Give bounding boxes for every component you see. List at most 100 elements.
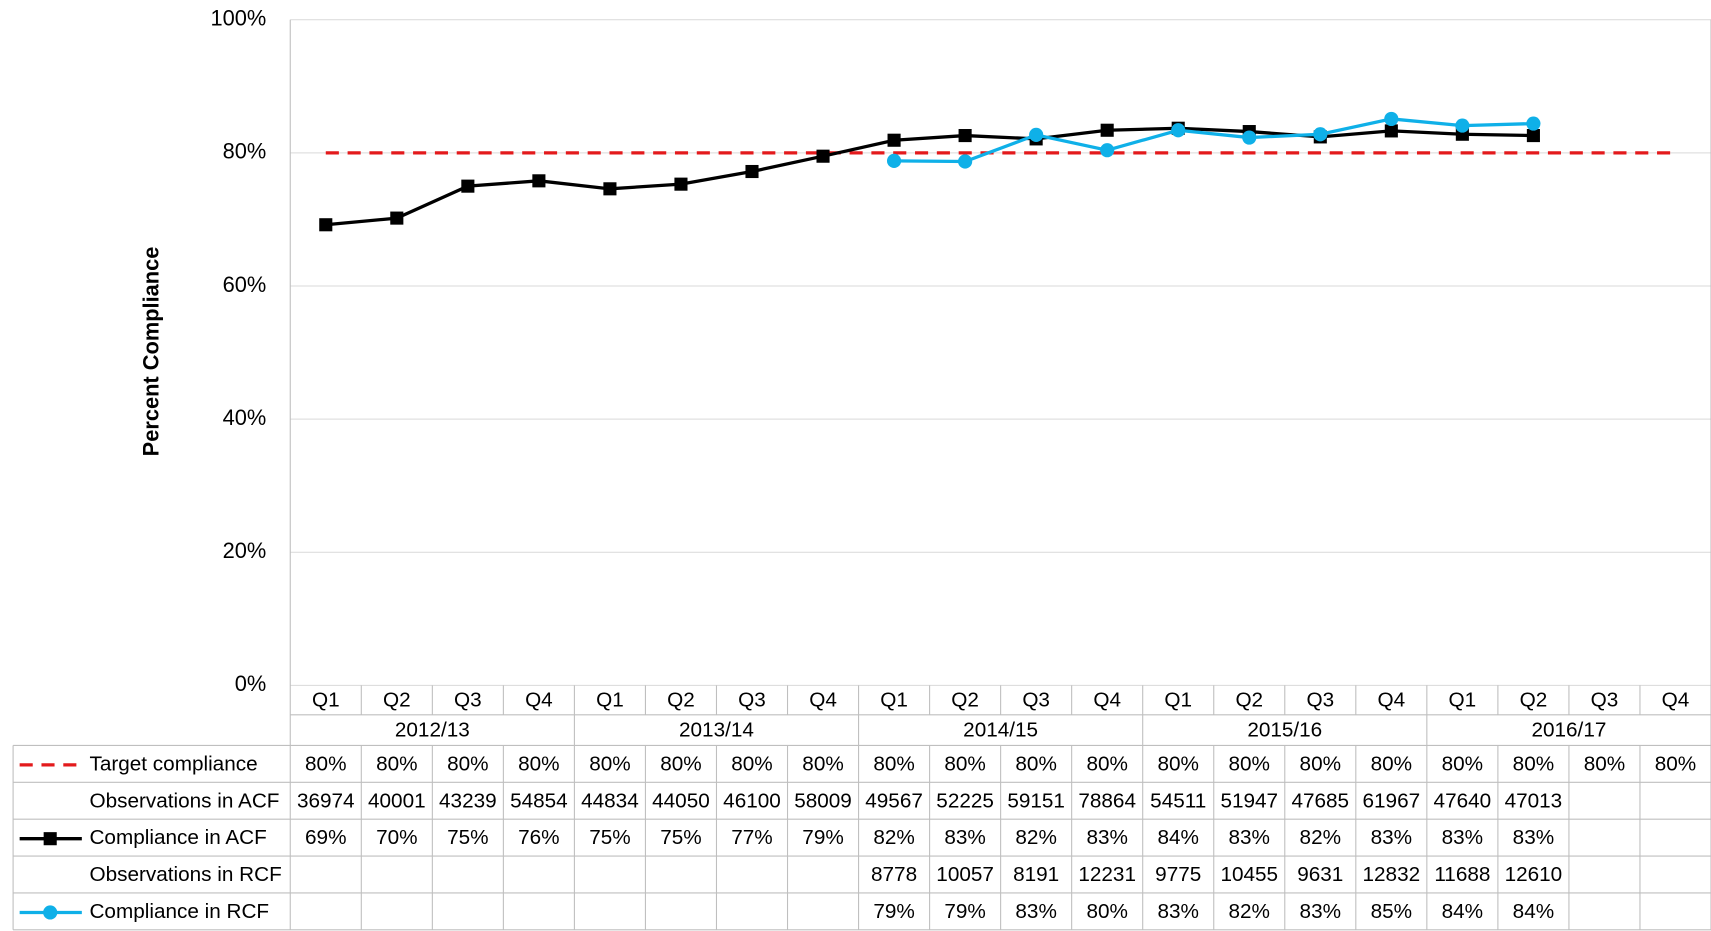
marker [1526, 129, 1540, 143]
x-tick-label: Q1 [596, 689, 624, 712]
table-cell: 12832 [1363, 863, 1421, 886]
marker [319, 218, 333, 232]
x-tick-label: Q4 [809, 689, 837, 712]
table-cell: 49567 [865, 789, 923, 812]
table-cell: 82% [1300, 826, 1341, 849]
table-cell: 46100 [723, 789, 781, 812]
table-cell: 9775 [1155, 863, 1201, 886]
group-label: 2014/15 [963, 719, 1038, 742]
table-cell: 80% [1655, 752, 1696, 775]
x-tick-label: Q4 [1662, 689, 1690, 712]
x-tick-label: Q2 [667, 689, 695, 712]
x-tick-label: Q3 [738, 689, 766, 712]
x-tick-label: Q3 [454, 689, 482, 712]
table-cell: 84% [1442, 900, 1483, 923]
table-cell: 44834 [581, 789, 639, 812]
table-cell: 80% [1513, 752, 1554, 775]
table-cell: 80% [1371, 752, 1412, 775]
table-cell: 10455 [1220, 863, 1278, 886]
y-tick-label: 80% [223, 139, 267, 164]
marker [1029, 127, 1044, 142]
table-cell: 78864 [1078, 789, 1136, 812]
table-cell: 47685 [1291, 789, 1349, 812]
marker [1384, 111, 1399, 127]
marker [674, 177, 688, 191]
table-cell: 12610 [1505, 863, 1563, 886]
table-cell: 40001 [368, 789, 426, 812]
table-cell: 80% [1086, 752, 1127, 775]
marker [1313, 127, 1328, 142]
y-tick-label: 20% [223, 538, 267, 563]
table-cell: 54854 [510, 789, 568, 812]
table-cell: 79% [802, 826, 843, 849]
marker [887, 133, 901, 147]
group-label: 2016/17 [1531, 719, 1606, 742]
x-tick-label: Q4 [1093, 689, 1121, 712]
x-tick-label: Q1 [312, 689, 340, 712]
table-cell: 75% [589, 826, 630, 849]
series-line [894, 117, 1534, 164]
table-cell: 82% [1015, 826, 1056, 849]
marker [532, 174, 546, 188]
table-cell: 12231 [1078, 863, 1136, 886]
table-cell: 80% [1157, 752, 1198, 775]
legend-label: Compliance in RCF [89, 900, 269, 923]
table-cell: 11688 [1434, 863, 1490, 886]
marker [461, 179, 475, 193]
table-cell: 80% [1300, 752, 1341, 775]
table-cell: 8191 [1013, 863, 1059, 886]
table-cell: 43239 [439, 789, 497, 812]
y-tick-label: 60% [223, 272, 267, 297]
x-tick-label: Q1 [1449, 689, 1477, 712]
table-cell: 9631 [1297, 863, 1343, 886]
group-label: 2013/14 [679, 719, 754, 742]
marker [1100, 143, 1115, 158]
table-cell: 82% [873, 826, 914, 849]
marker [1100, 123, 1114, 137]
table-cell: 76% [518, 826, 559, 849]
group-label: 2012/13 [395, 719, 470, 742]
table-cell: 83% [1229, 826, 1270, 849]
table-cell: 83% [1442, 826, 1483, 849]
table-cell: 44050 [652, 789, 710, 812]
marker [958, 129, 972, 143]
table-cell: 8778 [871, 863, 917, 886]
table-cell: 10057 [936, 863, 994, 886]
table-cell: 79% [873, 900, 914, 923]
y-axis-title: Percent Compliance [139, 247, 164, 457]
table-cell: 83% [1300, 900, 1341, 923]
legend-label: Target compliance [89, 752, 257, 775]
marker [43, 832, 57, 846]
x-tick-label: Q3 [1306, 689, 1334, 712]
table-cell: 75% [447, 826, 488, 849]
y-tick-label: 0% [235, 671, 267, 696]
table-cell: 80% [660, 752, 701, 775]
marker [1455, 118, 1470, 133]
table-cell: 47013 [1505, 789, 1563, 812]
marker [1384, 124, 1398, 138]
table-cell: 83% [1015, 900, 1056, 923]
table-cell: 54511 [1150, 789, 1206, 812]
x-tick-label: Q2 [951, 689, 979, 712]
series-line [325, 126, 1534, 227]
x-tick-label: Q3 [1591, 689, 1619, 712]
table-cell: 77% [731, 826, 772, 849]
table-cell: 80% [1584, 752, 1625, 775]
marker [745, 164, 759, 179]
legend-label: Observations in ACF [89, 789, 279, 812]
y-tick-label: 40% [223, 405, 267, 430]
x-tick-label: Q2 [1520, 689, 1548, 712]
table-cell: 69% [305, 826, 346, 849]
table-cell: 80% [518, 752, 559, 775]
table-cell: 80% [447, 752, 488, 775]
table-cell: 84% [1513, 900, 1554, 923]
table-cell: 79% [944, 900, 985, 923]
group-label: 2015/16 [1247, 719, 1322, 742]
table-cell: 80% [873, 752, 914, 775]
table-cell: 61967 [1363, 789, 1421, 812]
table-cell: 80% [731, 752, 772, 775]
x-tick-label: Q2 [1235, 689, 1263, 712]
table-cell: 83% [1513, 826, 1554, 849]
table-cell: 80% [589, 752, 630, 775]
